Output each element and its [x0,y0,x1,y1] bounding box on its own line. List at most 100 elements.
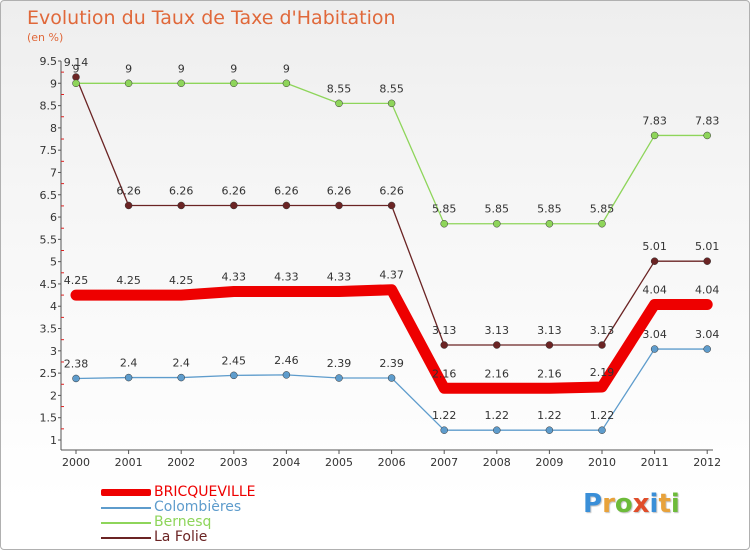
y-tick-label: 3 [50,345,57,358]
data-point [178,292,185,299]
data-point [493,219,501,228]
data-label: 4.25 [64,274,89,287]
legend-item: BRICQUEVILLE [101,485,361,500]
y-tick-label: 9.5 [40,55,58,68]
data-label: 2.16 [485,367,510,380]
data-point [703,257,711,265]
data-point [177,201,185,210]
x-tick-label: 2003 [220,456,248,469]
logo-letter: x [632,489,650,519]
data-label: 4.33 [327,271,352,284]
data-label: 2.19 [590,366,615,379]
data-label: 2.38 [64,357,89,370]
y-tick-label: 7 [50,166,57,179]
data-point [335,374,343,382]
data-point [282,79,291,88]
data-label: 9.14 [64,56,89,69]
logo-letter: P [583,489,603,519]
data-point [230,371,238,380]
data-point [598,426,606,434]
y-tick-label: 1 [50,434,57,447]
data-point [387,99,396,108]
data-label: 3.13 [537,324,562,337]
data-label: 5.85 [590,203,615,216]
data-point [124,79,133,88]
legend-item: Bernesq [101,515,361,530]
data-point [230,201,238,210]
data-point [440,219,448,228]
data-label: 4.04 [695,283,720,296]
y-tick-label: 9 [50,77,57,90]
data-point [335,99,343,108]
data-point [282,201,291,210]
data-label: 6.26 [116,184,141,197]
data-point [546,385,553,392]
x-tick-label: 2007 [430,456,458,469]
legend-swatch-bricqueville [101,489,151,496]
data-label: 6.26 [274,184,299,197]
x-tick-label: 2010 [588,456,616,469]
data-label: 5.85 [432,203,457,216]
data-point [387,201,396,210]
data-label: 4.37 [379,269,404,282]
legend-label-bricqueville: BRICQUEVILLE [154,484,256,500]
legend-swatch-colombieres [101,507,151,509]
legend-item: La Folie [101,530,361,545]
data-point [177,373,185,382]
data-label: 8.55 [379,82,404,95]
data-point [650,257,659,265]
x-tick-label: 2012 [693,456,721,469]
data-label: 5.85 [485,203,510,216]
logo-letter: t [658,489,671,519]
y-tick-label: 8 [50,122,57,135]
data-label: 9 [73,62,80,75]
x-tick-label: 2006 [378,456,406,469]
y-tick-label: 5 [50,256,57,269]
data-point [599,383,605,390]
y-tick-label: 8.5 [40,100,58,113]
data-point [650,345,659,353]
legend-label-la-folie: La Folie [154,529,208,545]
data-point [493,341,501,349]
data-point [282,371,291,379]
y-tick-label: 2.5 [40,367,58,380]
data-point [650,131,659,140]
data-label: 1.22 [432,409,457,422]
data-point [651,301,658,308]
data-label: 2.46 [274,354,299,367]
data-point [598,341,606,349]
data-label: 6.26 [169,184,194,197]
data-point [440,426,448,434]
data-label: 5.01 [642,240,667,253]
data-label: 3.13 [590,324,615,337]
data-label: 9 [230,62,237,75]
data-label: 3.13 [485,324,510,337]
y-tick-label: 7.5 [40,144,58,157]
data-point [388,286,395,293]
y-tick-label: 4 [50,300,57,313]
data-label: 2.45 [222,354,247,367]
data-point [493,426,501,434]
data-point [230,288,237,295]
logo-letter: i [670,489,680,519]
data-label: 2.39 [327,357,352,370]
y-tick-label: 4.5 [40,278,58,291]
data-point [387,374,396,382]
y-tick-label: 6.5 [40,189,58,202]
logo-letter: r [602,489,615,519]
y-tick-label: 6 [50,211,57,224]
data-label: 4.33 [222,271,247,284]
data-label: 2.4 [172,357,190,370]
data-label: 9 [283,62,290,75]
legend-item: Colombières [101,500,361,515]
legend-label-colombieres: Colombières [154,499,242,515]
data-label: 5.01 [695,240,720,253]
logo-letter: i [649,489,659,519]
proxiti-logo: Proxiti [583,489,680,519]
data-point [493,385,500,392]
data-label: 9 [178,62,185,75]
legend-label-bernesq: Bernesq [154,514,212,530]
chart-subtitle: (en %) [27,31,64,44]
data-label: 1.22 [485,409,510,422]
